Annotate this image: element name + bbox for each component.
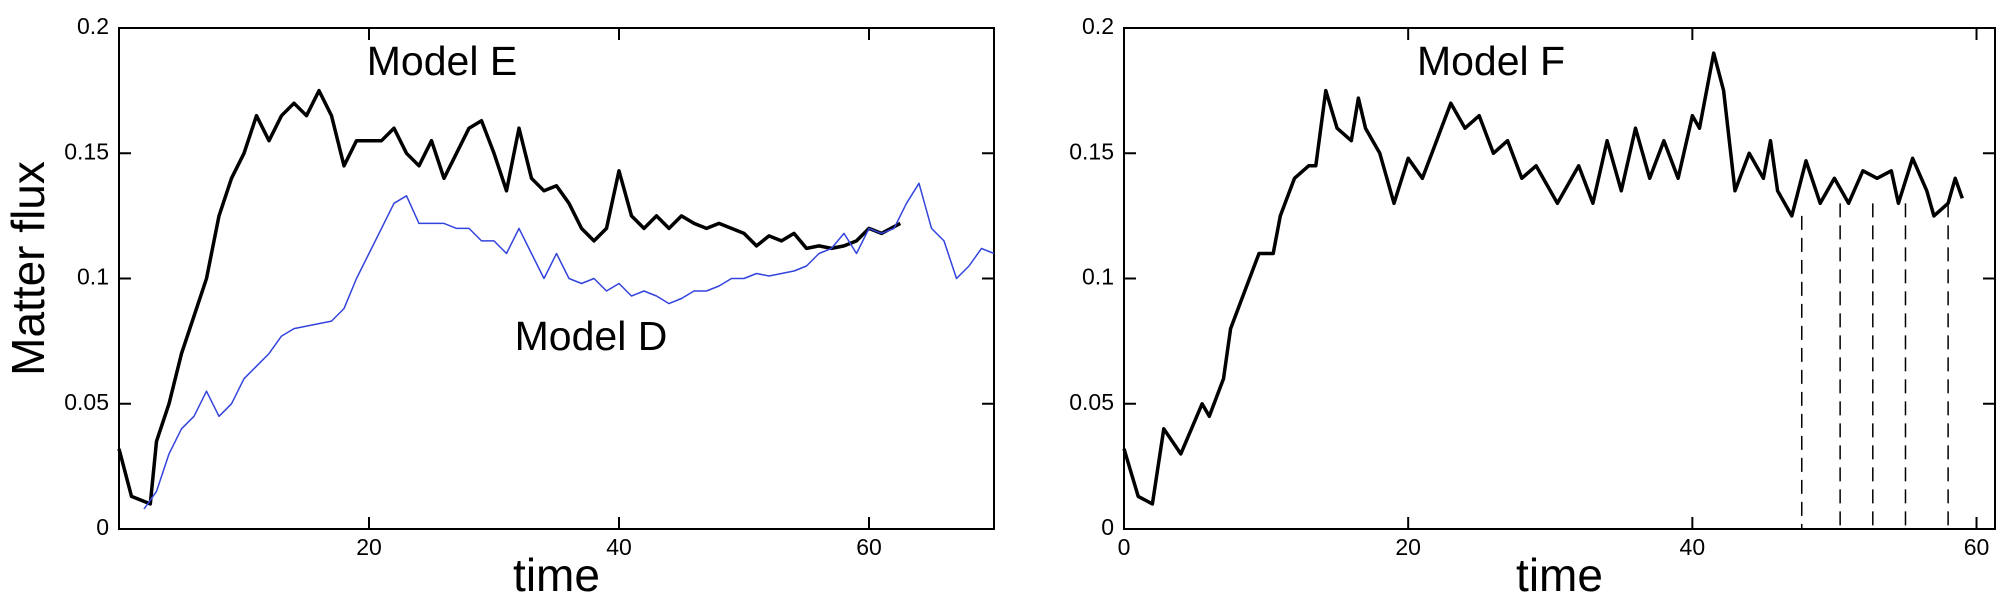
annotation: Model D — [515, 313, 668, 359]
y-tick-label: 0.2 — [1082, 13, 1114, 39]
y-tick-label: 0.2 — [77, 13, 109, 39]
x-axis-label: time — [513, 549, 600, 601]
series-line — [117, 88, 902, 506]
y-tick-label: 0.15 — [1069, 138, 1114, 164]
y-tick-label: 0 — [1101, 514, 1114, 540]
y-axis-label: Matter flux — [2, 161, 54, 376]
y-tick-label: 0 — [96, 514, 109, 540]
x-tick-label: 40 — [606, 534, 632, 560]
series-line — [143, 182, 995, 510]
x-tick-label: 20 — [356, 534, 382, 560]
annotation: Model F — [1417, 38, 1565, 84]
x-tick-label: 40 — [1680, 534, 1706, 560]
y-tick-label: 0.1 — [77, 264, 109, 290]
x-tick-label: 20 — [1395, 534, 1421, 560]
plot-frame — [118, 27, 995, 530]
plot-frame — [1123, 27, 1996, 530]
annotation: Model E — [367, 38, 517, 84]
x-axis-label: time — [1516, 549, 1603, 601]
y-tick-label: 0.05 — [64, 389, 109, 415]
series-line — [1122, 51, 1964, 506]
y-tick-label: 0.1 — [1082, 264, 1114, 290]
x-tick-label: 60 — [856, 534, 882, 560]
y-tick-label: 0.05 — [1069, 389, 1114, 415]
y-tick-label: 0.15 — [64, 138, 109, 164]
x-tick-label: 0 — [1118, 534, 1131, 560]
x-tick-label: 60 — [1964, 534, 1990, 560]
